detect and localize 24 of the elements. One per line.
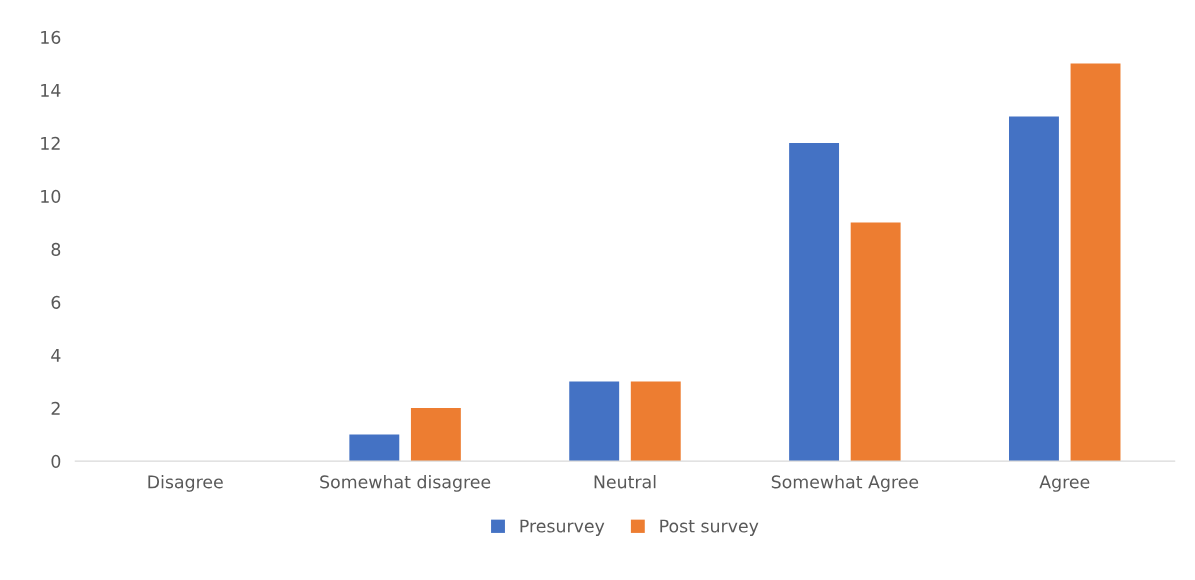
y-tick-label: 14 xyxy=(41,84,61,97)
y-tick-label: 12 xyxy=(41,136,60,150)
bar xyxy=(569,381,620,462)
x-tick-label: Disagree xyxy=(148,474,223,492)
legend-label: Post survey xyxy=(660,519,759,536)
y-tick-label: 10 xyxy=(41,189,61,203)
bar xyxy=(1009,116,1059,462)
legend-label: Presurvey xyxy=(520,519,605,536)
x-tick-label: Somewhat disagree xyxy=(320,474,491,492)
bar xyxy=(789,143,840,462)
bar xyxy=(410,408,461,462)
y-tick-label: 8 xyxy=(51,242,61,256)
bar xyxy=(850,222,901,462)
y-tick-label: 6 xyxy=(51,295,61,309)
bar xyxy=(349,434,400,462)
y-tick-label: 16 xyxy=(41,30,61,44)
x-tick-label: Neutral xyxy=(594,474,656,489)
y-tick-label: 4 xyxy=(51,349,61,362)
bar xyxy=(630,381,681,462)
y-tick-label: 2 xyxy=(51,401,60,415)
y-tick-label: 0 xyxy=(51,454,61,468)
bar xyxy=(1070,63,1121,462)
x-tick-label: Agree xyxy=(1039,475,1090,492)
x-tick-label: Somewhat Agree xyxy=(771,474,919,492)
